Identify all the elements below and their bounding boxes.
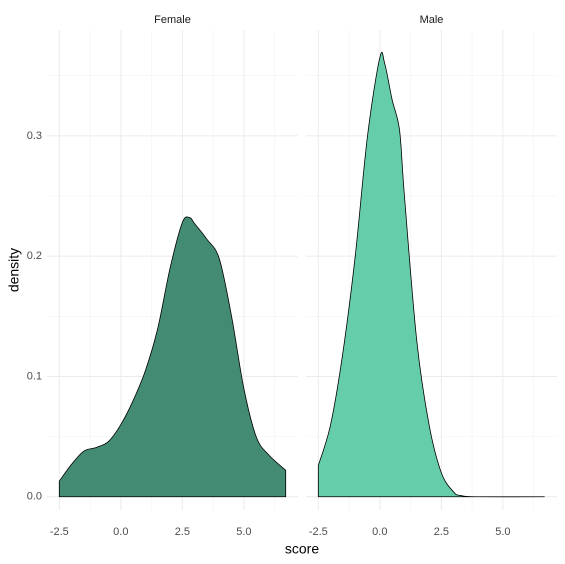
x-axis-label: score — [285, 541, 319, 557]
facet-label: Female — [154, 14, 191, 26]
x-tick-label: 5.0 — [236, 526, 251, 538]
x-tick-label: 0.0 — [113, 526, 128, 538]
y-tick-label: 0.2 — [27, 250, 42, 262]
y-axis-label: density — [6, 248, 22, 292]
y-tick-label: 0.0 — [27, 491, 42, 503]
x-tick-label: 2.5 — [175, 526, 190, 538]
facet-label: Male — [420, 14, 444, 26]
y-tick-label: 0.1 — [27, 370, 42, 382]
x-tick-label: 2.5 — [434, 526, 449, 538]
x-tick-label: 5.0 — [495, 526, 510, 538]
density-area — [317, 52, 545, 498]
y-tick-label: 0.3 — [27, 130, 42, 142]
x-tick-label: -2.5 — [309, 526, 328, 538]
density-area — [58, 216, 287, 498]
x-tick-label: -2.5 — [50, 526, 69, 538]
x-tick-label: 0.0 — [372, 526, 387, 538]
